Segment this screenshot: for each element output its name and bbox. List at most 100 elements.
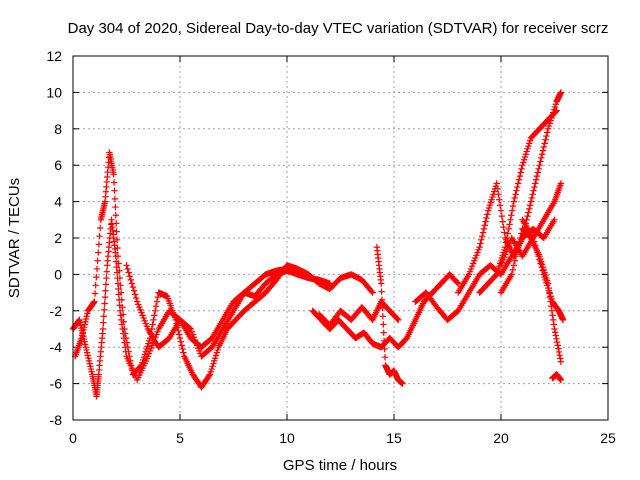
data-point xyxy=(528,194,536,202)
data-point xyxy=(111,195,119,203)
data-point xyxy=(532,180,539,187)
data-point xyxy=(378,288,385,295)
data-point xyxy=(480,225,488,233)
data-point xyxy=(514,183,521,191)
data-point xyxy=(483,214,490,222)
data-point xyxy=(117,289,125,296)
data-point xyxy=(492,272,500,279)
data-point xyxy=(512,253,520,260)
data-point xyxy=(549,312,556,319)
data-point xyxy=(535,165,542,173)
y-tick-label: 2 xyxy=(54,230,62,246)
data-point xyxy=(493,180,500,187)
y-tick-label: 0 xyxy=(54,266,62,282)
data-point xyxy=(102,287,109,294)
data-point xyxy=(186,324,193,332)
y-tick-label: -6 xyxy=(50,376,63,392)
data-point xyxy=(510,198,518,205)
data-point xyxy=(477,240,484,247)
data-point xyxy=(110,171,117,178)
series-track-h xyxy=(455,89,565,296)
data-point xyxy=(113,228,120,235)
data-point xyxy=(537,158,544,165)
data-point xyxy=(95,241,103,248)
data-point xyxy=(530,187,537,194)
data-point xyxy=(509,202,517,210)
data-point xyxy=(511,257,519,264)
data-point xyxy=(498,212,506,220)
data-point xyxy=(539,267,546,274)
data-point xyxy=(553,107,560,114)
x-tick-label: 5 xyxy=(176,430,184,446)
data-point xyxy=(121,325,128,333)
data-point xyxy=(533,245,540,253)
data-point xyxy=(455,280,462,287)
data-point xyxy=(153,298,161,305)
data-point xyxy=(513,248,521,255)
data-point xyxy=(101,306,108,314)
data-point xyxy=(555,348,563,356)
data-point xyxy=(504,230,512,237)
data-point xyxy=(500,223,507,231)
data-point xyxy=(127,276,134,284)
y-tick-label: -2 xyxy=(50,303,63,319)
data-point xyxy=(381,345,388,353)
data-point xyxy=(540,143,547,151)
data-point xyxy=(454,279,461,286)
data-point xyxy=(128,362,135,369)
data-point xyxy=(95,249,102,256)
data-point xyxy=(554,342,561,349)
series-track-m xyxy=(549,371,565,384)
data-point xyxy=(544,129,551,136)
data-point xyxy=(536,256,543,264)
data-point xyxy=(395,316,402,324)
data-point xyxy=(92,282,99,289)
data-point xyxy=(553,335,560,343)
data-point xyxy=(538,154,545,162)
x-tick-label: 10 xyxy=(279,430,295,446)
data-point xyxy=(115,260,122,267)
data-point xyxy=(552,332,559,339)
series-track-a xyxy=(69,216,333,400)
data-point xyxy=(481,222,488,229)
data-point xyxy=(518,165,525,173)
data-point xyxy=(114,253,122,260)
data-point xyxy=(548,307,556,314)
data-point xyxy=(482,218,489,225)
data-point xyxy=(514,243,522,251)
data-point xyxy=(101,293,109,301)
data-point xyxy=(476,243,483,251)
data-marks xyxy=(69,89,567,400)
x-axis-label: GPS time / hours xyxy=(283,457,397,474)
data-point xyxy=(113,236,121,244)
data-point xyxy=(506,221,513,228)
data-point xyxy=(543,132,550,140)
data-point xyxy=(118,296,125,304)
y-tick-label: 8 xyxy=(54,121,62,137)
data-point xyxy=(123,339,131,346)
data-point xyxy=(151,312,158,319)
data-point xyxy=(538,151,546,158)
data-point xyxy=(556,352,563,359)
data-point xyxy=(399,380,406,387)
data-point xyxy=(205,372,213,379)
data-point xyxy=(505,225,512,233)
data-point xyxy=(531,183,538,191)
data-point xyxy=(125,348,132,355)
data-point xyxy=(326,280,333,287)
data-point xyxy=(111,187,118,194)
data-point xyxy=(102,281,110,288)
data-point xyxy=(379,313,387,320)
data-point xyxy=(529,191,536,198)
data-point xyxy=(507,216,514,223)
data-point xyxy=(497,207,505,214)
series-track-l xyxy=(519,216,567,324)
data-point xyxy=(100,313,108,320)
data-point xyxy=(550,321,558,328)
data-point xyxy=(495,191,502,198)
data-point xyxy=(117,282,124,289)
data-point xyxy=(113,220,120,227)
chart-title: Day 304 of 2020, Sidereal Day-to-day VTE… xyxy=(68,20,609,37)
data-point xyxy=(100,319,107,326)
